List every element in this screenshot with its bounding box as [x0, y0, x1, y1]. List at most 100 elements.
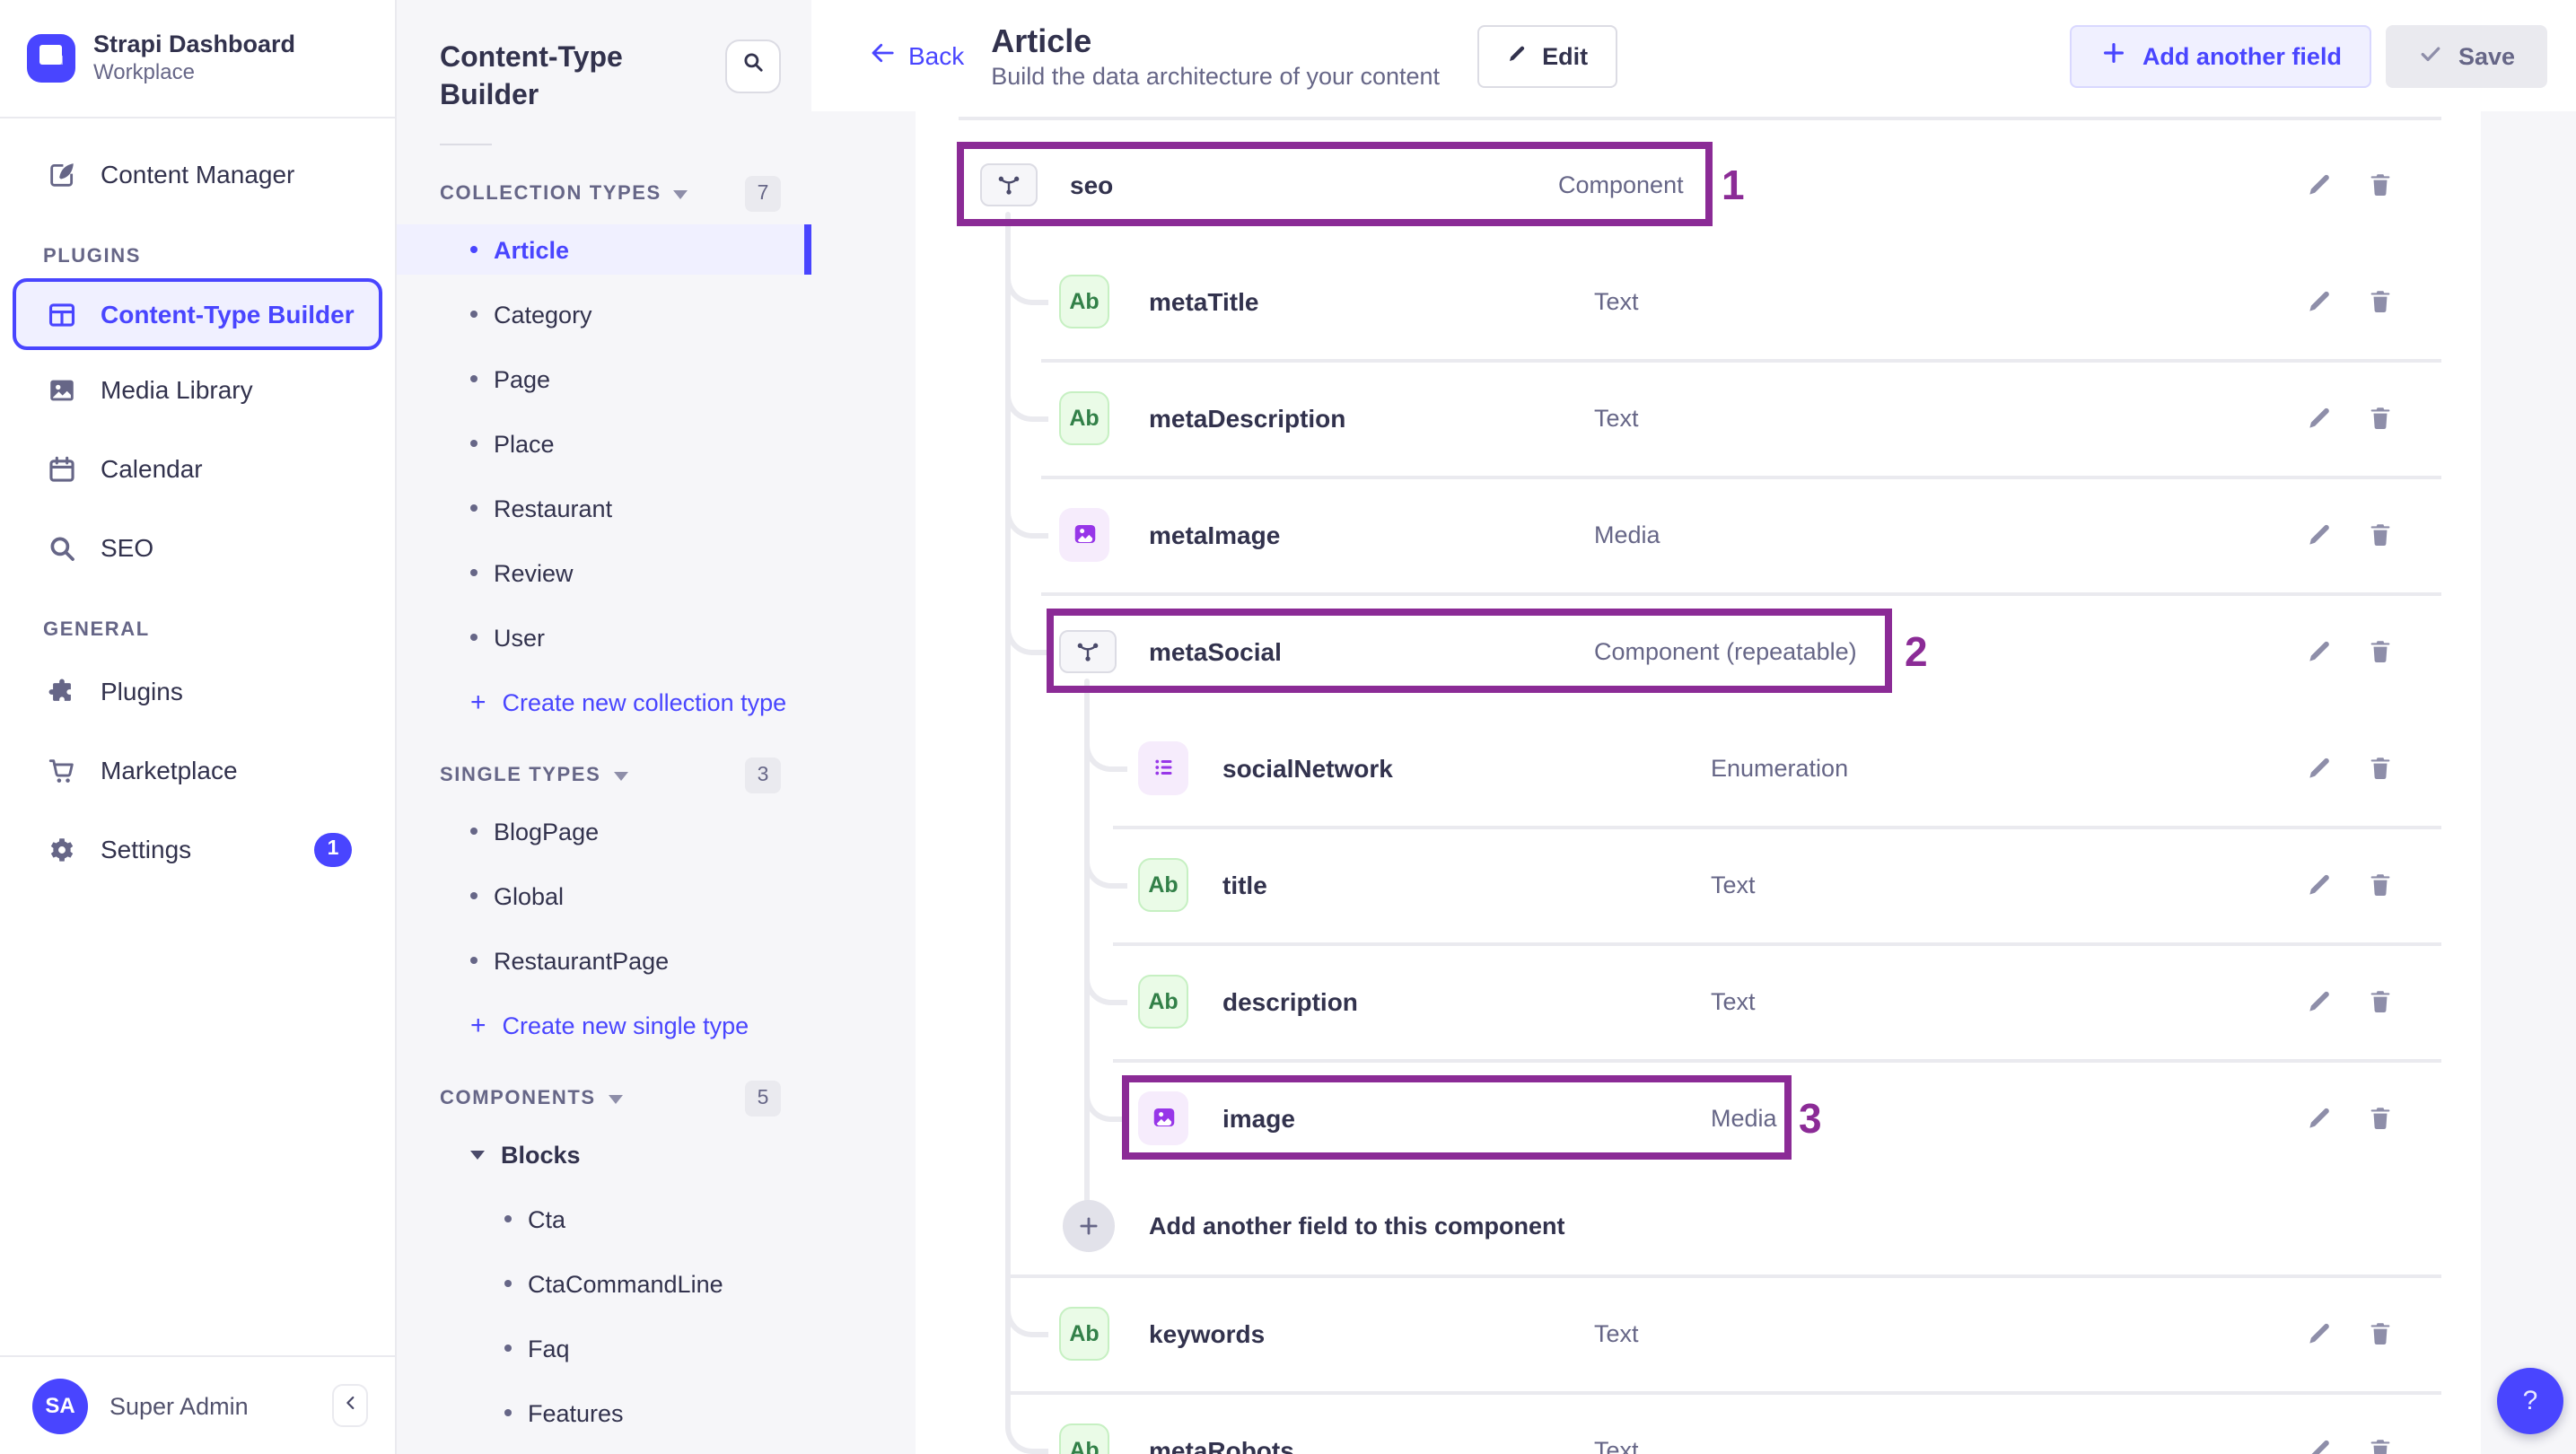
bullet-icon — [504, 1345, 512, 1352]
edit-field-button[interactable] — [2305, 870, 2334, 898]
add-circle-button[interactable] — [1063, 1199, 1115, 1251]
delete-field-button[interactable] — [2366, 170, 2395, 198]
edit-field-button[interactable] — [2305, 1318, 2334, 1347]
sidebar-item-settings[interactable]: Settings 1 — [0, 810, 395, 889]
collapse-sidebar-button[interactable] — [332, 1384, 368, 1427]
edit-field-button[interactable] — [2305, 520, 2334, 548]
back-link[interactable]: Back — [869, 39, 964, 72]
edit-field-button[interactable] — [2305, 753, 2334, 782]
section-header-collection-types[interactable]: COLLECTION TYPES7 — [397, 172, 811, 215]
edit-button[interactable]: Edit — [1477, 24, 1617, 87]
delete-field-button[interactable] — [2366, 753, 2395, 782]
field-type: Component — [1558, 171, 1684, 197]
type-item-article[interactable]: Article — [397, 224, 811, 275]
field-type: Text — [1711, 871, 1756, 898]
component-item-faq[interactable]: Faq — [397, 1323, 811, 1373]
edit-field-button[interactable] — [2305, 1103, 2334, 1132]
delete-field-button[interactable] — [2366, 286, 2395, 315]
notification-badge: 1 — [314, 832, 352, 866]
bullet-icon — [504, 1409, 512, 1416]
bullet-icon — [470, 569, 478, 576]
delete-field-button[interactable] — [2366, 403, 2395, 432]
help-button[interactable]: ? — [2497, 1368, 2563, 1434]
sidebar-item-seo[interactable]: SEO — [0, 508, 395, 587]
field-rows: seoComponentAbmetaTitleTextAbmetaDescrip… — [916, 111, 2481, 1454]
type-item-review[interactable]: Review — [397, 547, 811, 598]
delete-field-button[interactable] — [2366, 1103, 2395, 1132]
pencil-icon — [1506, 42, 1528, 69]
delete-field-button[interactable] — [2366, 986, 2395, 1015]
type-item-blogpage[interactable]: BlogPage — [397, 806, 811, 856]
field-name: seo — [1070, 170, 1113, 198]
edit-field-button[interactable] — [2305, 1435, 2334, 1454]
brand-title: Strapi Dashboard — [93, 29, 295, 60]
sidebar-item-content-manager[interactable]: Content Manager — [0, 135, 395, 214]
sidebar-item-marketplace[interactable]: Marketplace — [0, 731, 395, 810]
add-field-to-component-row[interactable]: Add another field to this component — [916, 1176, 2481, 1274]
section-header-single-types[interactable]: SINGLE TYPES3 — [397, 754, 811, 797]
field-type: Enumeration — [1711, 754, 1848, 781]
save-button[interactable]: Save — [2387, 24, 2547, 87]
search-button[interactable] — [725, 39, 781, 93]
add-another-field-label: Add another field — [2142, 42, 2342, 69]
action-label: Create new collection type — [503, 688, 787, 715]
sidebar-item-label: Settings — [101, 835, 191, 863]
delete-field-button[interactable] — [2366, 1318, 2395, 1347]
bullet-icon — [470, 634, 478, 641]
brand-subtitle: Workplace — [93, 60, 295, 88]
check-icon — [2419, 40, 2444, 71]
edit-field-button[interactable] — [2305, 170, 2334, 198]
field-type: Text — [1711, 987, 1756, 1014]
component-item-cta[interactable]: Cta — [397, 1194, 811, 1244]
field-type: Media — [1594, 521, 1660, 547]
edit-field-button[interactable] — [2305, 403, 2334, 432]
sidebar-item-media-library[interactable]: Media Library — [0, 350, 395, 429]
type-item-category[interactable]: Category — [397, 289, 811, 339]
section-header-components[interactable]: COMPONENTS 5 — [397, 1077, 811, 1120]
delete-field-button[interactable] — [2366, 1435, 2395, 1454]
delete-field-button[interactable] — [2366, 520, 2395, 548]
edit-field-button[interactable] — [2305, 986, 2334, 1015]
delete-field-button[interactable] — [2366, 870, 2395, 898]
chevron-down-icon — [609, 1094, 623, 1103]
edit-field-button[interactable] — [2305, 286, 2334, 315]
field-row-metaimage: metaImageMedia — [916, 476, 2481, 592]
component-item-label: CtaCommandLine — [528, 1270, 723, 1297]
sidebar-item-label: Content-Type Builder — [101, 300, 355, 328]
type-item-global[interactable]: Global — [397, 871, 811, 921]
type-item-page[interactable]: Page — [397, 354, 811, 404]
enum-field-icon — [1138, 740, 1188, 794]
section-label: COMPONENTS — [440, 1088, 596, 1109]
text-field-icon: Ab — [1059, 1423, 1109, 1454]
panel-divider — [440, 144, 492, 145]
help-label: ? — [2523, 1386, 2538, 1416]
media-field-icon — [1138, 1090, 1188, 1144]
type-item-user[interactable]: User — [397, 612, 811, 662]
type-item-place[interactable]: Place — [397, 418, 811, 469]
edit-label: Edit — [1542, 42, 1588, 69]
plus-icon: + — [470, 1012, 486, 1038]
component-icon — [1059, 629, 1117, 672]
component-group-blocks[interactable]: Blocks — [397, 1129, 811, 1179]
edit-field-button[interactable] — [2305, 636, 2334, 665]
gear-icon — [47, 834, 77, 864]
type-item-restaurant[interactable]: Restaurant — [397, 483, 811, 533]
add-another-field-button[interactable]: Add another field — [2071, 24, 2372, 87]
builder-panel-title: Content-Type Builder — [440, 39, 673, 115]
component-item-features[interactable]: Features — [397, 1388, 811, 1438]
main-area: Back Article Build the data architecture… — [811, 0, 2576, 1454]
avatar[interactable]: SA — [32, 1378, 88, 1433]
sidebar-item-plugins[interactable]: Plugins — [0, 652, 395, 731]
brand[interactable]: Strapi Dashboard Workplace — [0, 0, 395, 118]
create-new-collection-type-link[interactable]: +Create new collection type — [397, 677, 811, 727]
sidebar-item-calendar[interactable]: Calendar — [0, 429, 395, 508]
type-item-label: BlogPage — [494, 818, 599, 845]
component-item-ctacommandline[interactable]: CtaCommandLine — [397, 1258, 811, 1309]
chevron-down-icon — [674, 189, 688, 198]
create-new-single-type-link[interactable]: +Create new single type — [397, 1000, 811, 1050]
sidebar-item-content-type-builder[interactable]: Content-Type Builder — [13, 278, 382, 350]
delete-field-button[interactable] — [2366, 636, 2395, 665]
section-count-badge: 5 — [745, 1081, 781, 1117]
type-item-restaurantpage[interactable]: RestaurantPage — [397, 935, 811, 985]
bullet-icon — [470, 375, 478, 382]
